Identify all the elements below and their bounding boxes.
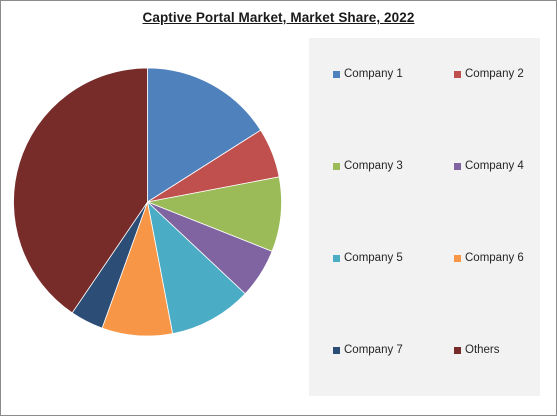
legend-label: Company 1 bbox=[344, 68, 403, 80]
legend-label: Company 7 bbox=[344, 344, 403, 356]
legend-label: Company 2 bbox=[465, 68, 524, 80]
legend: Company 1 Company 2 Company 3 Company 4 Comp… bbox=[309, 38, 540, 396]
legend-item-company-7: Company 7 bbox=[333, 344, 403, 356]
legend-label: Company 4 bbox=[465, 160, 524, 172]
legend-item-others: Others bbox=[454, 344, 500, 356]
legend-item-company-4: Company 4 bbox=[454, 160, 524, 172]
legend-swatch bbox=[333, 70, 340, 78]
legend-item-company-1: Company 1 bbox=[333, 68, 403, 80]
legend-label: Company 6 bbox=[465, 252, 524, 264]
legend-item-company-2: Company 2 bbox=[454, 68, 524, 80]
legend-swatch bbox=[454, 346, 461, 354]
legend-swatch bbox=[333, 346, 340, 354]
pie-slices bbox=[13, 67, 282, 337]
legend-item-company-5: Company 5 bbox=[333, 252, 403, 264]
legend-swatch bbox=[333, 162, 340, 170]
legend-swatch bbox=[454, 254, 461, 262]
legend-item-company-6: Company 6 bbox=[454, 252, 524, 264]
legend-label: Others bbox=[465, 344, 500, 356]
legend-swatch bbox=[333, 254, 340, 262]
legend-label: Company 5 bbox=[344, 252, 403, 264]
pie-slice-others bbox=[13, 67, 148, 314]
legend-label: Company 3 bbox=[344, 160, 403, 172]
legend-item-company-3: Company 3 bbox=[333, 160, 403, 172]
pie-slice-company-5 bbox=[146, 200, 246, 335]
legend-swatch bbox=[454, 70, 461, 78]
legend-swatch bbox=[454, 162, 461, 170]
chart-title: Captive Portal Market, Market Share, 202… bbox=[142, 10, 415, 25]
pie-slice-company-1 bbox=[147, 67, 262, 203]
